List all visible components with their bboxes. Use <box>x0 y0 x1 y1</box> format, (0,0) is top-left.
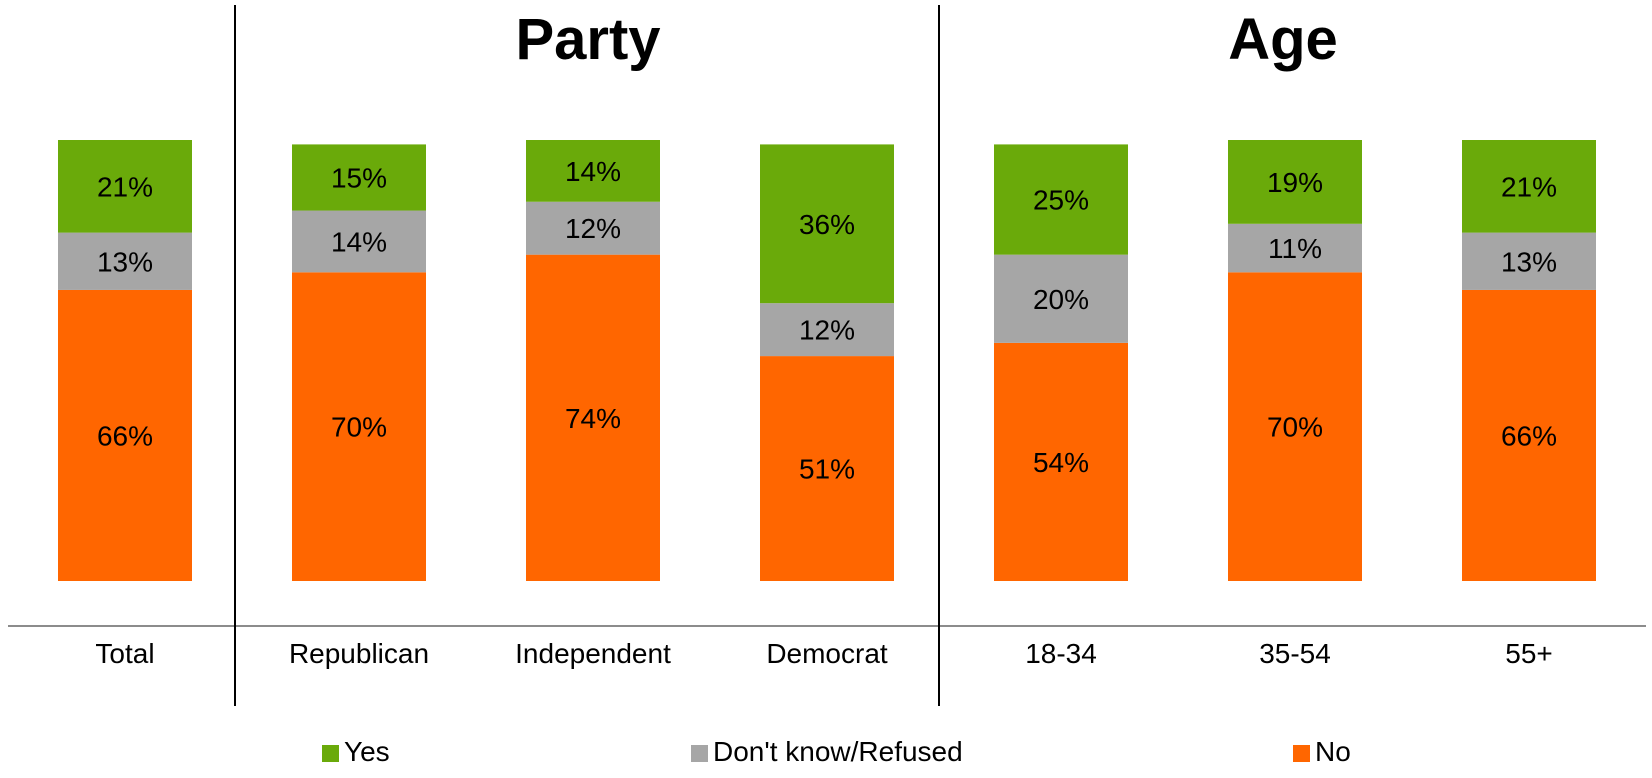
legend-label-no: No <box>1315 736 1351 767</box>
bar-segment-yes-democrat <box>760 144 894 304</box>
data-label-no-total: 66% <box>97 420 153 451</box>
legend: Yes Don't know/Refused No <box>322 736 1351 767</box>
legend-swatch-yes <box>322 745 339 762</box>
bar-segment-yes-35-54 <box>1228 140 1362 224</box>
bar-segment-yes-55 <box>1462 140 1596 233</box>
data-label-don-t-know-refused-republican: 14% <box>331 226 387 257</box>
data-label-yes-55: 21% <box>1501 171 1557 202</box>
data-label-no-18-34: 54% <box>1033 447 1089 478</box>
bar-segment-no-35-54 <box>1228 272 1362 581</box>
data-label-yes-independent: 14% <box>565 156 621 187</box>
data-label-no-independent: 74% <box>565 403 621 434</box>
data-label-don-t-know-refused-independent: 12% <box>565 213 621 244</box>
category-label-independent: Independent <box>515 638 671 669</box>
category-label-18-34: 18-34 <box>1025 638 1097 669</box>
legend-swatch-no <box>1293 745 1310 762</box>
data-label-yes-35-54: 19% <box>1267 167 1323 198</box>
category-label-democrat: Democrat <box>766 638 888 669</box>
bars-layer <box>58 140 1596 581</box>
data-label-don-t-know-refused-total: 13% <box>97 246 153 277</box>
data-label-yes-18-34: 25% <box>1033 185 1089 216</box>
bar-segment-don-t-know-refused-55 <box>1462 232 1596 290</box>
bar-segment-yes-18-34 <box>994 144 1128 255</box>
bar-segment-yes-independent <box>526 140 660 202</box>
bar-segment-don-t-know-refused-35-54 <box>1228 223 1362 273</box>
bar-segment-don-t-know-refused-independent <box>526 201 660 255</box>
data-label-no-55: 66% <box>1501 420 1557 451</box>
labels-layer: 66% 13% 21% Total 70% 14% 15% Republican 74% 12% 1… <box>95 7 1557 669</box>
bar-segment-no-55 <box>1462 289 1596 581</box>
bar-segment-don-t-know-refused-democrat <box>760 303 894 357</box>
data-label-don-t-know-refused-55: 13% <box>1501 246 1557 277</box>
data-label-don-t-know-refused-democrat: 12% <box>799 315 855 346</box>
data-label-no-democrat: 51% <box>799 454 855 485</box>
bar-segment-no-total <box>58 289 192 581</box>
bar-segment-yes-total <box>58 140 192 233</box>
data-label-don-t-know-refused-35-54: 11% <box>1268 233 1322 264</box>
bar-segment-no-republican <box>292 272 426 581</box>
legend-swatch-don-t-know-refused <box>691 745 708 762</box>
category-label-republican: Republican <box>289 638 429 669</box>
bar-segment-don-t-know-refused-total <box>58 232 192 290</box>
data-label-yes-total: 21% <box>97 171 153 202</box>
bar-segment-yes-republican <box>292 144 426 211</box>
category-label-35-54: 35-54 <box>1259 638 1331 669</box>
group-title-party: Party <box>515 7 660 72</box>
legend-label-don-t-know-refused: Don't know/Refused <box>713 736 963 767</box>
data-label-no-35-54: 70% <box>1267 412 1323 443</box>
category-label-55: 55+ <box>1505 638 1553 669</box>
legend-label-yes: Yes <box>344 736 390 767</box>
data-label-yes-republican: 15% <box>331 162 387 193</box>
data-label-yes-democrat: 36% <box>799 209 855 240</box>
group-title-age: Age <box>1228 7 1338 72</box>
bar-segment-no-democrat <box>760 356 894 581</box>
bar-segment-no-independent <box>526 254 660 581</box>
category-label-total: Total <box>95 638 154 669</box>
bar-segment-no-18-34 <box>994 342 1128 581</box>
bar-segment-don-t-know-refused-18-34 <box>994 254 1128 343</box>
bar-segment-don-t-know-refused-republican <box>292 210 426 273</box>
data-label-don-t-know-refused-18-34: 20% <box>1033 284 1089 315</box>
data-label-no-republican: 70% <box>331 412 387 443</box>
